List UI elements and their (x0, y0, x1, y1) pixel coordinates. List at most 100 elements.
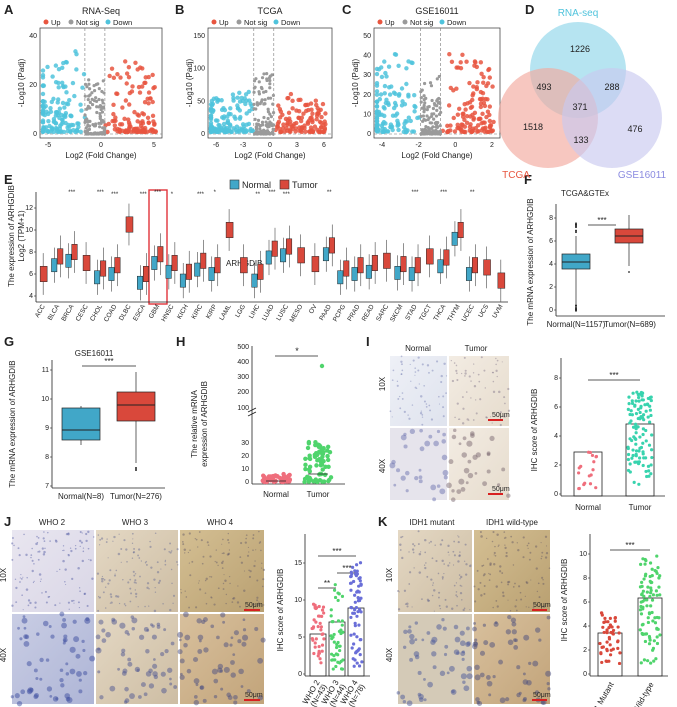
panel-label-c: C (342, 2, 352, 17)
e-xtick-THYM: THYM (446, 304, 461, 323)
legend-down-3: Down (447, 18, 466, 27)
relative-mrna-scatter: The relative mRNA expression of ARHGDIB … (190, 344, 345, 499)
chart-title-f: TCGA&GTEx (561, 189, 609, 198)
e-xtick-MESO: MESO (289, 304, 305, 324)
volcano-xtick: -4 (379, 142, 385, 149)
legend-swatch-normal (229, 179, 240, 190)
axis-label-expression: The expression of ARHGDIB (7, 185, 16, 287)
category-normal-h: Normal (263, 490, 289, 499)
box-tumor-KIRP (214, 257, 221, 274)
sig-label-j23: *** (342, 564, 351, 573)
e-xtick-DLBC: DLBC (118, 303, 133, 322)
h-ytick: 30 (241, 440, 249, 447)
panel-label-g: G (4, 334, 14, 349)
h-ytick: 0 (245, 479, 249, 486)
volcano-xtick: 0 (268, 142, 272, 149)
category-normal-g: Normal(N=8) (58, 492, 104, 501)
venn-label-gse16011: GSE16011 (618, 170, 667, 181)
box-normal-LIHC (251, 273, 258, 288)
e-sig: *** (68, 190, 76, 196)
panel-label-i: I (366, 334, 370, 349)
category-tumor-g: Tumor(N=276) (110, 492, 162, 501)
category-idh1-wild: IDH1 Wild-type (621, 680, 656, 707)
ytick: 0 (298, 671, 302, 678)
venn-count-rna-gse: 288 (604, 82, 619, 92)
sig-label-i: *** (609, 371, 618, 380)
venn-diagram: RNA-seq TCGA GSE16011 1226 1518 476 493 … (498, 8, 667, 181)
volcano-ylabel-1: -Log10 (Padj) (17, 58, 26, 107)
column-label-idh1-wild: IDH1 wild-type (486, 518, 539, 527)
legend-dot-down (439, 19, 445, 25)
volcano-title-2: TCGA (257, 6, 282, 16)
box-tumor-CHOL (100, 260, 107, 277)
e-xtick-UCEC: UCEC (461, 303, 476, 323)
axis-label-f: The mRNA expression of ARHGDIB (526, 198, 535, 325)
category-idh1-mutant: IDH1 Mutant (585, 680, 616, 707)
ytick: 8 (583, 575, 587, 582)
venn-count-gse-only: 476 (627, 124, 642, 134)
box-tumor-SARC (383, 252, 391, 269)
e-sig: ** (255, 192, 260, 198)
ytick: 4 (554, 433, 558, 440)
e-xtick-BRCA: BRCA (60, 303, 75, 323)
box-normal-GBM (151, 256, 158, 270)
pan-cancer-boxplot: Normal Tumor The expression of ARHGDIB L… (7, 179, 508, 324)
e-xtick-PCPG: PCPG (332, 304, 347, 323)
ytick: 6 (554, 404, 558, 411)
h-ytick: 100 (237, 405, 249, 412)
legend-dot-up (377, 19, 383, 25)
e-sig: *** (268, 190, 276, 196)
legend-swatch-tumor (279, 179, 290, 190)
volcano-xtick: 2 (490, 142, 494, 149)
legend-ns-1: Not sig (76, 18, 99, 27)
volcano-title-1: RNA-Seq (82, 6, 120, 16)
volcano-1: RNA-Seq Up Not sig Down -5 0 5 0 20 40 Log2 (Fold … (17, 6, 163, 160)
volcano-ytick: 0 (201, 131, 205, 138)
e-xtick-READ: READ (361, 303, 376, 322)
volcano-ytick: 40 (363, 53, 371, 60)
panel-label-k: K (378, 514, 388, 529)
box-tumor-ACC (39, 266, 48, 282)
bar-tumor-i (625, 423, 655, 497)
e-sig: *** (197, 192, 205, 198)
venn-label-rna-seq: RNA-seq (558, 8, 599, 19)
volcano-xlabel-3: Log2 (Fold Change) (401, 151, 472, 160)
column-label-who4: WHO 4 (207, 518, 234, 527)
ytick: 11 (42, 367, 49, 374)
box-normal-g (61, 407, 101, 441)
box-tumor-BRCA (71, 244, 78, 260)
volcano-ytick: 10 (363, 111, 371, 118)
panel-label-h: H (176, 334, 185, 349)
column-label-tumor: Tumor (465, 344, 488, 353)
scale-bar-i-40x: 50μm (492, 486, 510, 493)
category-tumor-i: Tumor (629, 503, 652, 512)
legend-up-3: Up (385, 18, 395, 27)
ytick: 9 (45, 425, 49, 432)
box-normal-HNSC (165, 264, 172, 279)
legend-dot-up (211, 19, 217, 25)
box-tumor-UCEC (471, 257, 478, 274)
ytick: 8 (554, 375, 558, 382)
volcano-ytick: 30 (363, 72, 371, 79)
ytick: 5 (298, 634, 302, 641)
e-xtick-LGG: LGG (234, 304, 247, 319)
ytick: 0 (549, 307, 553, 314)
box-tumor-CESC (82, 255, 91, 271)
e-xtick-TGCT: TGCT (418, 303, 433, 322)
micrograph-wild-10x (474, 530, 550, 612)
e-sig: *** (412, 190, 420, 196)
box-normal-KIRC (194, 262, 201, 277)
sig-label-h: * (295, 346, 299, 356)
category-normal-f: Normal(N=1157) (547, 320, 606, 329)
row-label-40x-j: 40X (0, 647, 8, 662)
column-label-idh1-mutant: IDH1 mutant (410, 518, 456, 527)
ihc-idh1-status: IDH1 mutant IDH1 wild-type 10X 40X 50μm … (385, 518, 668, 707)
e-xtick-PAAD: PAAD (318, 303, 333, 322)
box-normal-READ (365, 264, 372, 279)
column-label-who3: WHO 3 (122, 518, 149, 527)
e-sig: * (171, 192, 174, 198)
box-normal-UCEC (465, 267, 472, 281)
e-xtick-LUAD: LUAD (261, 303, 276, 322)
volcano-points-3 (374, 51, 496, 136)
